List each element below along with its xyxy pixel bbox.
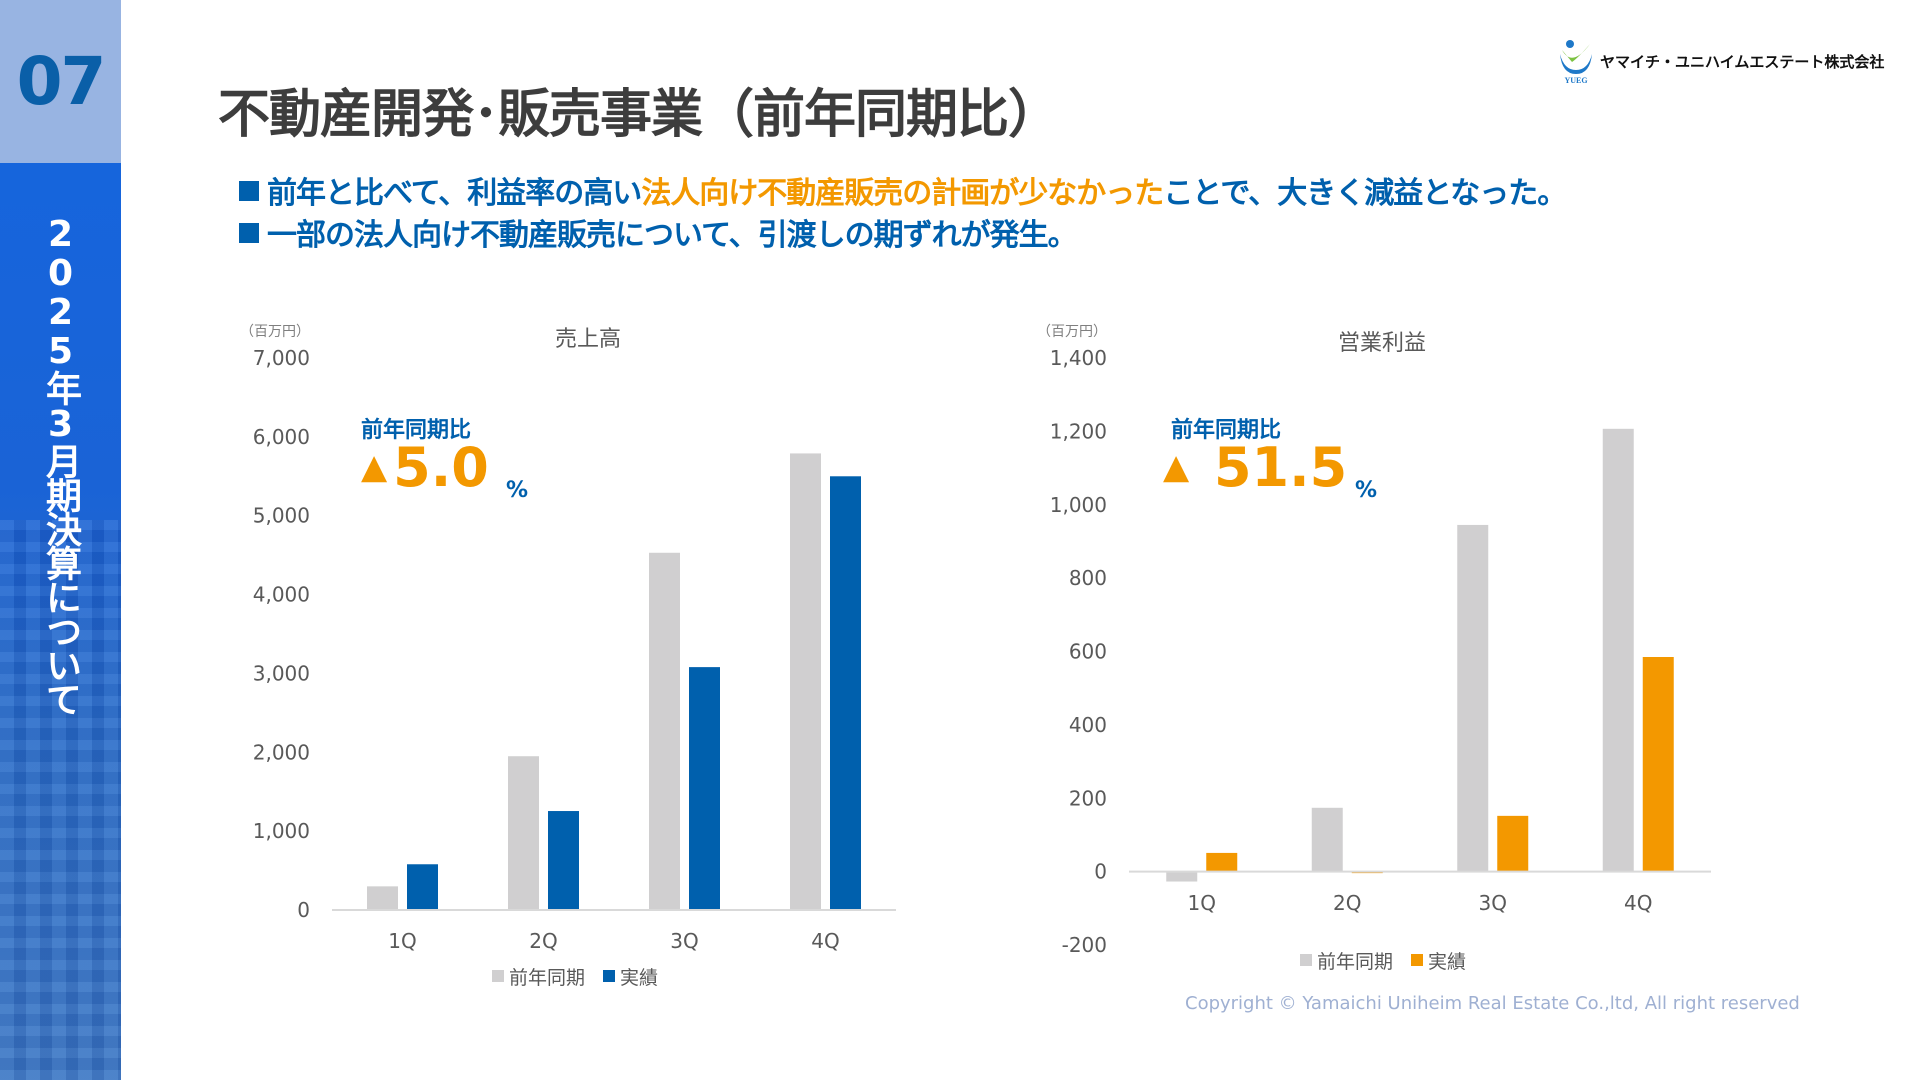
sales-yoy-unit: % (506, 478, 529, 503)
y-tick-label: 4,000 (253, 583, 310, 607)
bar-3Q-実績 (1497, 815, 1529, 872)
y-tick-label: 3,000 (253, 661, 310, 685)
bar-4Q-実績 (830, 476, 861, 910)
x-tick-label: 3Q (670, 929, 698, 953)
sales-yoy-label: 前年同期比 (361, 418, 472, 443)
bar-3Q-前年同期 (649, 552, 680, 910)
bullet-1: 前年と比べて、利益率の高い法人向け不動産販売の計画が少なかったことで、大きく減益… (239, 168, 1567, 212)
x-tick-label: 1Q (1188, 891, 1216, 915)
bar-4Q-実績 (1642, 657, 1674, 872)
x-tick-label: 2Q (529, 929, 557, 953)
y-tick-label: 0 (1094, 860, 1107, 884)
x-tick-label: 4Q (811, 929, 839, 953)
bar-1Q-実績 (407, 864, 438, 910)
unit-label: （百万円） (240, 324, 310, 340)
bullet-square-icon (239, 223, 259, 243)
y-tick-label: 600 (1069, 640, 1107, 664)
bar-4Q-前年同期 (790, 453, 821, 910)
chart-title: 営業利益 (1338, 331, 1426, 356)
bar-1Q-前年同期 (367, 886, 398, 910)
page-title: 不動産開発･販売事業（前年同期比） (218, 85, 1060, 145)
y-tick-label: 0 (297, 898, 310, 922)
y-tick-label: 2,000 (253, 740, 310, 764)
y-tick-label: 7,000 (253, 346, 310, 370)
y-tick-label: 1,400 (1050, 346, 1107, 370)
bar-2Q-前年同期 (1311, 807, 1343, 872)
profit-yoy-unit: % (1355, 478, 1378, 503)
logo-text: YUEG (1564, 76, 1587, 84)
copyright: Copyright © Yamaichi Uniheim Real Estate… (1185, 993, 1800, 1014)
bar-3Q-実績 (689, 667, 720, 910)
page-number: 07 (16, 43, 107, 120)
down-triangle-icon: ▲ (1163, 447, 1190, 487)
x-tick-label: 1Q (388, 929, 416, 953)
legend-swatch (1300, 954, 1312, 966)
bullet-highlight: 法人向け不動産販売の計画が少なかった (641, 176, 1164, 211)
y-tick-label: 5,000 (253, 504, 310, 528)
sales-yoy-value: ▲ 5.0 (361, 436, 489, 499)
y-tick-label: 1,000 (1050, 493, 1107, 517)
x-tick-label: 3Q (1479, 891, 1507, 915)
chart-title: 売上高 (555, 327, 621, 352)
bullet-square-icon (239, 181, 259, 201)
bullet-text: ことで、大きく減益となった。 (1163, 176, 1567, 211)
bar-1Q-実績 (1206, 852, 1238, 872)
company-name: ヤマイチ・ユニハイムエステート株式会社 (1600, 52, 1885, 71)
legend-label: 前年同期 (509, 967, 585, 989)
y-tick-label: 400 (1069, 713, 1107, 737)
y-tick-label: 1,000 (253, 819, 310, 843)
x-tick-label: 2Q (1333, 891, 1361, 915)
profit-yoy-label: 前年同期比 (1171, 418, 1282, 443)
page-number-box: 07 (0, 0, 121, 163)
legend-swatch (603, 970, 615, 982)
legend-label: 実績 (620, 967, 658, 989)
bar-2Q-実績 (548, 811, 579, 910)
legend-swatch (492, 970, 504, 982)
section-title: 2025年3月期決算について (40, 214, 81, 715)
y-tick-label: 800 (1069, 566, 1107, 590)
sidebar (0, 0, 121, 1080)
sales-yoy-number: 5.0 (393, 436, 489, 499)
legend-swatch (1411, 954, 1423, 966)
profit-yoy-number: 51.5 (1213, 436, 1348, 499)
legend-label: 前年同期 (1317, 951, 1393, 973)
bullet-2: 一部の法人向け不動産販売について、引渡しの期ずれが発生。 (239, 210, 1078, 254)
y-tick-label: 200 (1069, 786, 1107, 810)
down-triangle-icon: ▲ (361, 447, 388, 487)
x-tick-label: 4Q (1624, 891, 1652, 915)
bar-1Q-前年同期 (1166, 871, 1198, 882)
bar-2Q-前年同期 (508, 756, 539, 910)
company-logo: YUEG ヤマイチ・ユニハイムエステート株式会社 (1558, 38, 1884, 84)
y-tick-label: 6,000 (253, 425, 310, 449)
bar-4Q-前年同期 (1602, 428, 1634, 872)
unit-label: （百万円） (1037, 324, 1107, 340)
bar-3Q-前年同期 (1457, 524, 1489, 872)
bullet-text: 一部の法人向け不動産販売について、引渡しの期ずれが発生。 (267, 218, 1078, 253)
profit-yoy-value: ▲ 51.5 (1163, 436, 1347, 499)
legend-label: 実績 (1428, 951, 1466, 973)
bullet-text: 前年と比べて、利益率の高い (267, 176, 642, 211)
yueg-logo-icon: YUEG (1560, 40, 1592, 84)
y-tick-label: -200 (1062, 933, 1107, 957)
y-tick-label: 1,200 (1050, 419, 1107, 443)
